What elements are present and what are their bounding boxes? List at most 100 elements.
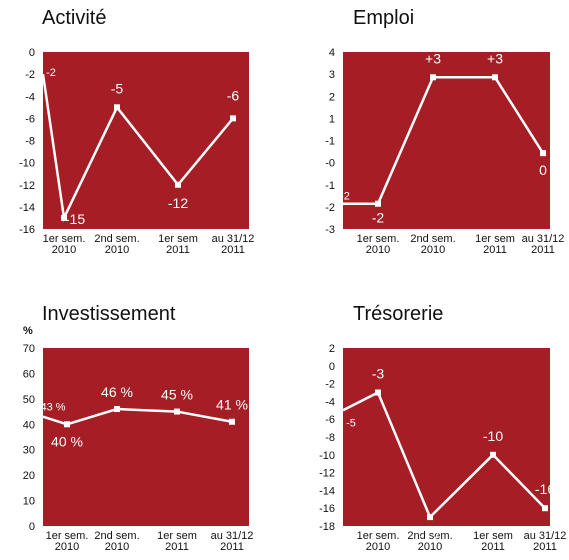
data-label: 40 % (51, 433, 83, 449)
chart-title: Investissement (42, 303, 176, 325)
x-tick-label: 2nd sem. (94, 233, 139, 245)
y-tick-label: -16 (319, 503, 335, 515)
y-tick-label: 0 (29, 521, 35, 533)
data-label-start: 43 % (40, 402, 65, 414)
x-tick-label-year: 2010 (366, 244, 390, 256)
y-tick-label: -2 (325, 202, 335, 214)
y-tick-label: 70 (23, 343, 35, 355)
x-tick-label-year: 2011 (166, 244, 190, 256)
x-tick-label-year: 2011 (531, 244, 555, 256)
x-tick-label-year: 2011 (533, 541, 557, 553)
y-tick-label: 10 (23, 496, 35, 508)
data-point (427, 514, 433, 521)
x-tick-label: 1er sem. (357, 233, 400, 245)
x-tick-label: au 31/12 (212, 233, 255, 245)
y-tick-label: -12 (19, 180, 35, 192)
y-tick-label: -6 (325, 414, 335, 426)
data-point (229, 418, 235, 425)
data-label: 45 % (161, 387, 193, 403)
y-tick-label: 3 (329, 69, 335, 81)
data-point (61, 214, 67, 221)
plot-area (43, 52, 249, 229)
data-point (490, 451, 496, 458)
y-tick-label: 20 (23, 470, 35, 482)
data-label: 41 % (216, 397, 248, 413)
y-tick-label: -1 (325, 180, 335, 192)
y-tick-label: 60 (23, 368, 35, 380)
x-tick-label-year: 2010 (52, 244, 76, 256)
data-label-start: -2 (46, 67, 56, 79)
y-tick-label: 4 (329, 47, 335, 59)
x-tick-label-year: 2011 (481, 541, 505, 553)
data-label: +3 (487, 50, 503, 66)
data-point (174, 408, 180, 415)
data-point (114, 104, 120, 111)
x-tick-label: 1er sem (473, 530, 513, 542)
y-tick-label: -2 (25, 69, 35, 81)
y-tick-label: -16 (19, 224, 35, 236)
y-tick-label: 0 (329, 361, 335, 373)
y-tick-label: -14 (19, 202, 35, 214)
chart-title: Activité (42, 7, 106, 29)
data-point (430, 74, 436, 81)
y-tick-label: 0 (29, 47, 35, 59)
data-point (492, 74, 498, 81)
x-tick-label: 1er sem. (43, 233, 86, 245)
data-label: -2 (372, 210, 385, 226)
data-label: 46 % (101, 384, 133, 400)
y-tick-label: -2 (325, 379, 335, 391)
y-tick-label: 30 (23, 445, 35, 457)
y-tick-label: -12 (319, 468, 335, 480)
y-tick-label: -1 (325, 136, 335, 148)
y-tick-label: -8 (25, 136, 35, 148)
x-tick-label-year: 2010 (366, 541, 390, 553)
plot-area (343, 52, 550, 229)
x-tick-label: 1er sem (158, 233, 198, 245)
x-tick-label-year: 2011 (165, 541, 189, 553)
y-tick-label: -14 (319, 485, 335, 497)
data-point (114, 406, 120, 413)
data-label: -6 (227, 87, 240, 103)
plot-area (43, 348, 249, 526)
data-label: +3 (425, 50, 441, 66)
data-label: -5 (111, 80, 124, 96)
y-tick-label: -10 (319, 450, 335, 462)
x-tick-label-year: 2010 (421, 244, 445, 256)
data-point (64, 421, 70, 428)
x-tick-label: 2nd sem. (94, 530, 139, 542)
chart-3: Trésorerie 2 0 -2 -4 -6 -8 -10 -12 -14 -16 -18 1er s… (319, 303, 566, 553)
x-tick-label-year: 2010 (105, 244, 129, 256)
x-tick-label-year: 2010 (418, 541, 442, 553)
x-tick-label: 2nd sem. (410, 233, 455, 245)
x-tick-label: au 31/12 (522, 233, 565, 245)
y-tick-label: -4 (25, 91, 35, 103)
y-tick-label: -10 (19, 158, 35, 170)
data-point (540, 150, 546, 157)
data-label: -12 (168, 195, 188, 211)
x-tick-label: 1er sem (157, 530, 197, 542)
x-tick-label: 1er sem. (46, 530, 89, 542)
data-label: 0 (539, 162, 547, 178)
y-tick-label: -0 (325, 158, 335, 170)
y-tick-label: -6 (25, 113, 35, 125)
data-point (542, 505, 548, 512)
y-tick-label: 1 (329, 113, 335, 125)
x-tick-label-year: 2011 (220, 541, 244, 553)
y-tick-label: 2 (329, 343, 335, 355)
x-tick-label-year: 2010 (55, 541, 79, 553)
data-point (375, 200, 381, 207)
y-tick-label: 2 (329, 91, 335, 103)
data-label-start: -5 (346, 417, 356, 429)
x-tick-label-year: 2010 (105, 541, 129, 553)
y-tick-label: -8 (325, 432, 335, 444)
data-label: -17 (420, 527, 440, 543)
x-tick-label-year: 2011 (483, 244, 507, 256)
x-tick-label: 1er sem. (357, 530, 400, 542)
x-tick-label: au 31/12 (524, 530, 567, 542)
data-label: -15 (65, 211, 85, 227)
y-tick-label: -4 (325, 396, 335, 408)
